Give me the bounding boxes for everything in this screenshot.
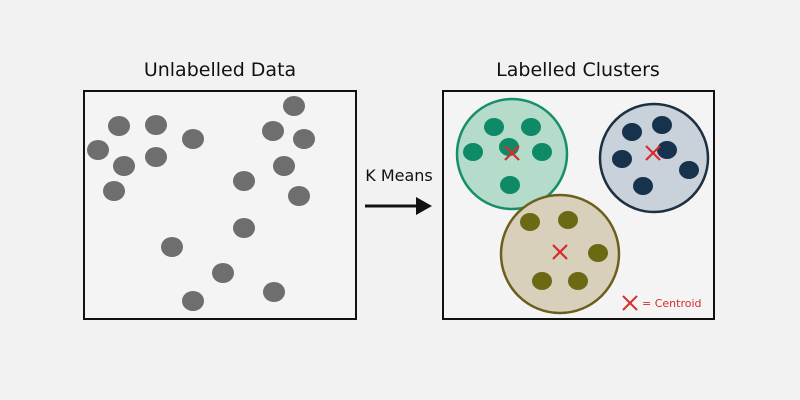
- centroid-marker: [552, 244, 568, 260]
- data-point: [108, 116, 130, 136]
- data-point: [87, 140, 109, 160]
- data-point: [273, 156, 295, 176]
- cluster-point: [500, 176, 520, 194]
- data-point: [182, 129, 204, 149]
- cluster-point: [521, 118, 541, 136]
- data-point: [161, 237, 183, 257]
- cluster-point: [532, 272, 552, 290]
- data-point: [145, 115, 167, 135]
- cluster-point: [568, 272, 588, 290]
- centroid-legend-label: = Centroid: [642, 297, 702, 310]
- cluster-olive: [499, 193, 621, 315]
- data-point: [103, 181, 125, 201]
- data-point: [262, 121, 284, 141]
- centroid-marker: [504, 145, 520, 161]
- centroid-legend: = Centroid: [622, 295, 702, 311]
- cluster-point: [588, 244, 608, 262]
- cluster-point: [612, 150, 632, 168]
- data-point: [233, 218, 255, 238]
- cluster-point: [652, 116, 672, 134]
- cluster-point: [622, 123, 642, 141]
- data-point: [283, 96, 305, 116]
- data-point: [145, 147, 167, 167]
- labelled-clusters-title: Labelled Clusters: [496, 59, 660, 81]
- cluster-point: [558, 211, 578, 229]
- centroid-x-icon: [622, 295, 638, 311]
- cluster-point: [499, 138, 519, 156]
- data-point: [293, 129, 315, 149]
- data-point: [182, 291, 204, 311]
- data-point: [233, 171, 255, 191]
- cluster-point: [532, 143, 552, 161]
- cluster-point: [679, 161, 699, 179]
- data-point: [263, 282, 285, 302]
- data-point: [113, 156, 135, 176]
- cluster-point: [463, 143, 483, 161]
- k-means-label: K Means: [365, 166, 433, 185]
- data-point: [212, 263, 234, 283]
- cluster-point: [484, 118, 504, 136]
- cluster-green: [455, 97, 569, 211]
- cluster-point: [520, 213, 540, 231]
- unlabelled-data-title: Unlabelled Data: [144, 59, 296, 81]
- unlabelled-points: [87, 96, 315, 311]
- cluster-navy: [598, 102, 710, 214]
- centroid-marker: [645, 145, 661, 161]
- arrow-right-icon: [365, 197, 432, 215]
- cluster-point: [657, 141, 677, 159]
- cluster-point: [633, 177, 653, 195]
- data-point: [288, 186, 310, 206]
